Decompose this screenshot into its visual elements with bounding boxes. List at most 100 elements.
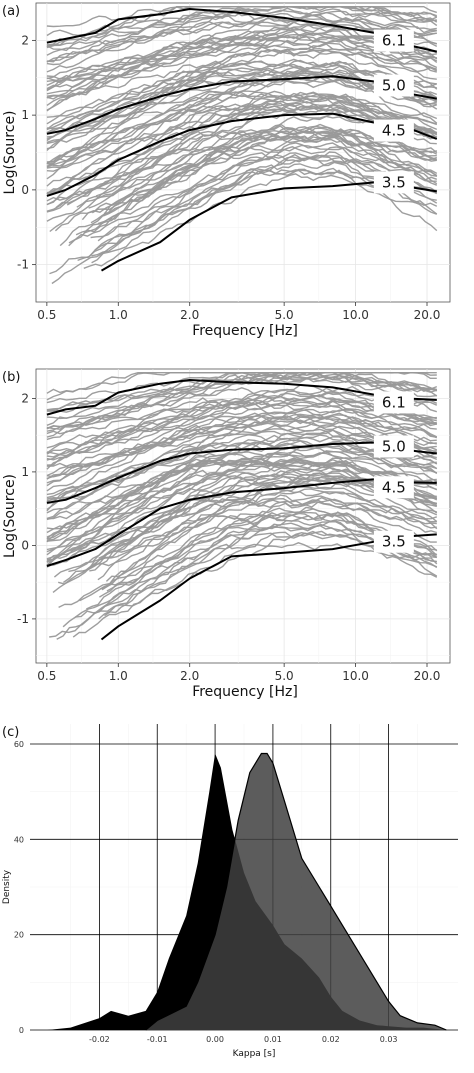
background-spectrum-line [58, 500, 437, 609]
x-tick-label: 5.0 [275, 308, 294, 322]
background-spectrum-line [46, 371, 437, 412]
y-axis-title: Log(Source) [2, 110, 18, 194]
x-tick-label: 2.0 [180, 308, 199, 322]
y-tick-label: 0 [19, 1026, 24, 1035]
background-spectrum-line [76, 126, 438, 208]
y-tick-label: 2 [21, 391, 29, 405]
y-tick-label: 1 [21, 108, 29, 122]
x-tick-label: -0.02 [89, 1035, 110, 1044]
x-tick-label: -0.01 [147, 1035, 168, 1044]
x-tick-label: 20.0 [414, 308, 441, 322]
magnitude-label-box [373, 530, 414, 553]
panel-label: (c) [2, 725, 19, 740]
background-spectrum-line [46, 468, 437, 561]
background-spectrum-line [46, 377, 437, 420]
background-spectrum-line [46, 416, 437, 467]
background-spectrum-line [46, 434, 438, 505]
x-tick-label: 0.5 [37, 308, 56, 322]
magnitude-label: 5.0 [382, 438, 406, 456]
x-tick-label: 1.0 [109, 669, 128, 683]
density-outline [145, 752, 447, 1031]
y-tick-label: -1 [17, 258, 29, 272]
magnitude-label-box [373, 29, 414, 52]
x-tick-label: 10.0 [342, 308, 369, 322]
background-spectrum-line [51, 168, 438, 285]
background-spectrum-line [46, 427, 437, 492]
background-spectrum-line [46, 21, 437, 63]
background-spectrum-line [46, 14, 437, 66]
background-spectrum-line [87, 484, 438, 570]
background-spectrum-line [56, 520, 438, 640]
background-spectrum-line [102, 123, 438, 217]
background-spectrum-line [46, 446, 437, 530]
magnitude-label: 5.0 [382, 76, 406, 94]
background-spectrum-line [46, 102, 438, 187]
magnitude-label: 3.5 [382, 533, 406, 551]
background-spectrum-line [46, 452, 438, 540]
x-tick-label: 0.01 [264, 1035, 282, 1044]
magnitude-label-box [373, 435, 414, 458]
magnitude-label-box [373, 74, 414, 97]
background-spectrum-line [46, 390, 438, 432]
x-tick-label: 0.03 [380, 1035, 398, 1044]
y-tick-label: 0 [21, 183, 29, 197]
background-spectrum-line [46, 460, 437, 542]
background-spectrum-line [97, 499, 438, 581]
y-tick-label: 60 [14, 740, 24, 749]
y-tick-label: 2 [21, 33, 29, 47]
background-spectrum-line [46, 58, 437, 125]
magnitude-label: 4.5 [382, 122, 406, 140]
background-spectrum-line [46, 31, 437, 82]
x-tick-label: 2.0 [180, 669, 199, 683]
background-spectrum-line [46, 400, 438, 454]
magnitude-label: 6.1 [382, 32, 406, 50]
y-tick-label: 0 [21, 538, 29, 552]
background-spectrum-line [75, 136, 438, 236]
background-spectrum-line [46, 6, 438, 46]
x-tick-label: 0.00 [206, 1035, 224, 1044]
x-tick-label: 0.02 [322, 1035, 340, 1044]
x-axis-title: Frequency [Hz] [192, 323, 298, 339]
background-spectrum-line [46, 100, 437, 212]
panel-label: (b) [2, 370, 20, 385]
background-spectrum-line [46, 39, 438, 90]
y-tick-label: 40 [14, 835, 24, 844]
magnitude-label-box [373, 119, 414, 142]
background-spectrum-line [55, 108, 438, 209]
background-spectrum-line [95, 133, 437, 197]
magnitude-label: 3.5 [382, 173, 406, 191]
background-spectrum-line [46, 43, 437, 118]
x-axis-title: Kappa [s] [233, 1049, 276, 1059]
magnitude-label-box [373, 391, 414, 414]
background-spectrum-line [105, 512, 437, 582]
background-spectrum-line [90, 154, 438, 239]
background-spectrum-line [46, 33, 438, 91]
x-tick-label: 20.0 [414, 669, 441, 683]
background-spectrum-line [46, 45, 438, 111]
background-spectrum-line [46, 22, 438, 80]
background-spectrum-line [46, 372, 437, 394]
background-spectrum-line [46, 472, 437, 568]
x-axis-title: Frequency [Hz] [192, 684, 298, 700]
background-spectrum-line [46, 90, 438, 165]
magnitude-label-box [373, 476, 414, 499]
background-spectrum-line [46, 70, 438, 131]
x-tick-label: 0.5 [37, 669, 56, 683]
background-spectrum-line [46, 6, 438, 28]
y-axis-title: Log(Source) [2, 474, 18, 558]
panel-b-spectra-chart: 6.1 5.0 4.5 3.5 0.5 1.0 2.0 5.0 10.0 20.0 -1 0 1 2 Fre… [2, 368, 451, 700]
background-spectrum-line [46, 407, 437, 466]
x-tick-label: 1.0 [109, 308, 128, 322]
background-spectrum-line [46, 7, 438, 63]
background-spectrum-line [54, 130, 437, 232]
panel-c-kappa-density-chart: -0.02 -0.01 0.00 0.01 0.02 0.03 0 20 40 60 Kappa [… [2, 724, 458, 1059]
y-axis-title: Density [2, 869, 12, 904]
x-tick-label: 5.0 [275, 669, 294, 683]
background-spectrum-line [46, 384, 437, 441]
background-spectrum-line [46, 14, 437, 52]
background-spectrum-line [46, 66, 438, 130]
y-tick-label: -1 [17, 612, 29, 626]
background-spectrum-line [46, 48, 437, 99]
density-area [145, 753, 447, 1030]
